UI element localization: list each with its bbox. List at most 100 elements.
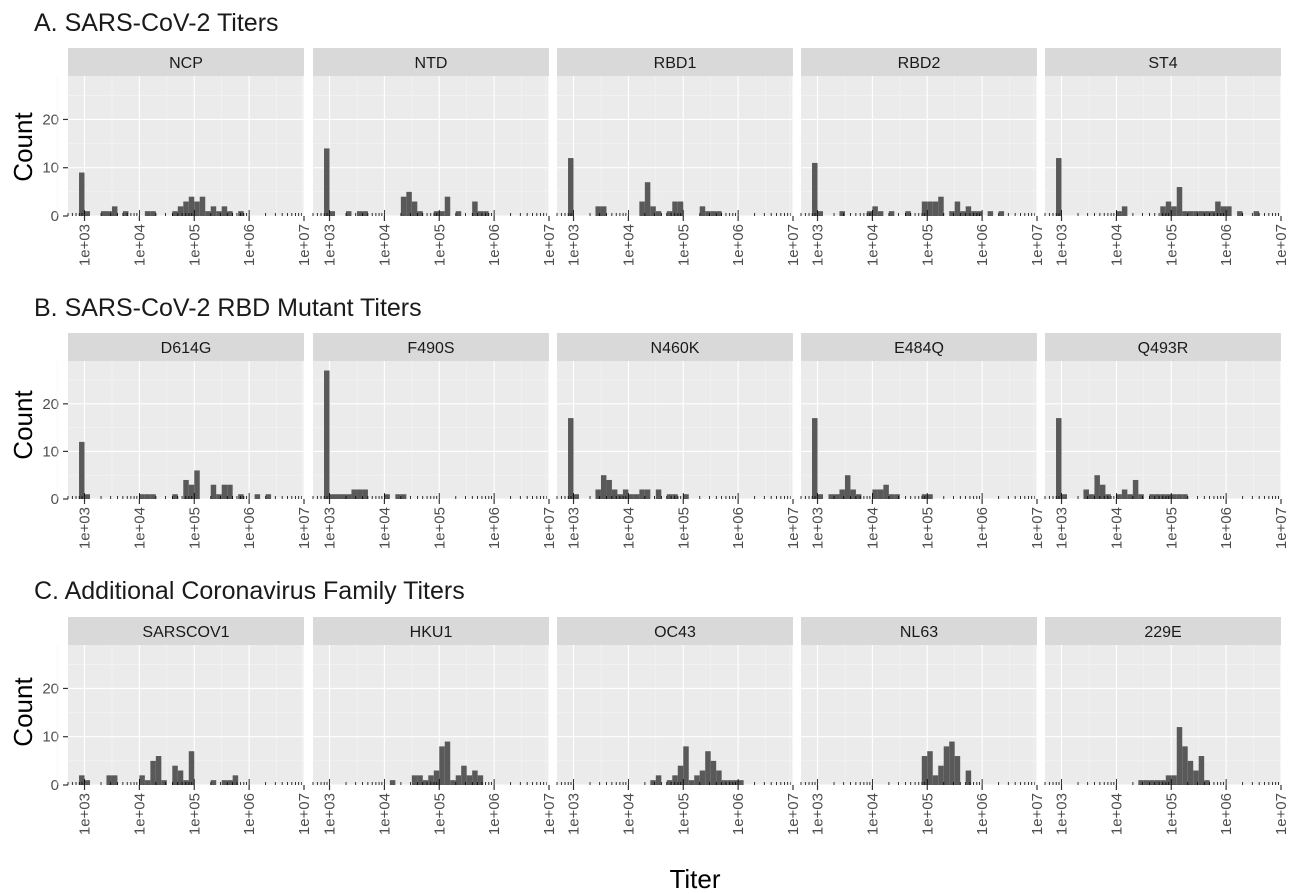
x-tick-label: 1e+06 [730,793,747,835]
x-tick-label: 1e+07 [1029,793,1046,835]
histogram-bar [650,780,656,785]
x-tick-label: 1e+05 [186,507,203,549]
histogram-bar [600,475,607,499]
x-tick-label: 1e+05 [919,507,936,549]
histogram-bar [883,484,889,499]
histogram-bar [439,211,445,216]
x-tick-label: 1e+03 [566,224,583,266]
x-tick-label: 1e+04 [131,224,148,266]
histogram-bar [150,494,156,499]
histogram-bar [411,775,418,785]
facet-strip [313,617,549,645]
histogram-bar [1143,780,1150,785]
histogram-bar [356,211,363,216]
histogram-bar [595,489,601,499]
histogram-bar [400,196,407,216]
histogram-bar [1209,211,1216,216]
histogram-bar [1220,206,1227,216]
histogram-bar [1182,211,1188,216]
histogram-bar [655,775,662,785]
panel-background [557,361,793,499]
histogram-bar [921,756,928,785]
histogram-bar [1094,475,1100,499]
histogram-bar [144,211,151,216]
facet-strip-label: Q493R [1138,340,1189,357]
x-tick-label: 1e+05 [431,224,448,266]
facet-panel-n460k: N460K 1e+03 1e+04 1e+05 1e+06 1e+07 [545,333,802,549]
facet-strip [1045,617,1281,645]
histogram-bar [960,211,966,216]
histogram-bar [954,756,961,785]
x-tick-label: 1e+04 [1108,224,1125,266]
facet-strip-label: OC43 [654,624,696,641]
x-tick-label: 1e+06 [974,224,991,266]
facet-strip [557,48,793,76]
histogram-bar [84,780,91,785]
histogram-bar [710,760,717,785]
x-tick-label: 1e+04 [864,224,881,266]
histogram-bar [872,206,878,216]
histogram-bar [444,196,451,216]
histogram-bar [655,211,662,216]
histogram-bar [812,162,818,216]
histogram-bar [79,775,85,785]
histogram-bar [949,741,955,785]
facet-strip [1045,333,1281,361]
panel-background [801,645,1037,785]
x-tick-label: 1e+05 [186,793,203,835]
facet-strip [313,48,549,76]
facet-strip [801,617,1037,645]
histogram-bar [433,770,440,785]
histogram-bar [611,489,618,499]
histogram-bar [210,206,217,216]
histogram-bar [965,770,972,785]
histogram-bar [324,148,330,216]
x-tick-label: 1e+07 [296,793,313,835]
histogram-bar [828,494,834,499]
panel-background [68,76,304,216]
histogram-bar [1149,780,1155,785]
histogram-bar [683,746,689,785]
histogram-bar [1127,494,1133,499]
histogram-bar [672,775,678,785]
histogram-bar [444,741,451,785]
x-tick-label: 1e+07 [296,224,313,266]
x-tick-label: 1e+05 [431,507,448,549]
histogram-bar [384,494,390,499]
histogram-bar [122,211,129,216]
facet-panel-ncp: NCP 1e+03 1e+04 1e+05 1e+06 1e+07 [56,48,313,266]
y-tick-label: 20 [42,680,59,697]
histogram-bar [932,201,939,216]
facet-strip-label: 229E [1144,624,1181,641]
histogram-bar [477,775,484,785]
histogram-bar [417,211,423,216]
facet-strip-label: ST4 [1148,55,1177,72]
histogram-bar [144,780,151,785]
x-tick-label: 1e+06 [1218,793,1235,835]
histogram-bar [1154,780,1161,785]
x-tick-label: 1e+06 [486,793,503,835]
histogram-bar [177,770,184,785]
histogram-bar [855,494,862,499]
facet-strip-label: HKU1 [410,624,453,641]
facet-panel-ntd: NTD 1e+03 1e+04 1e+05 1e+06 1e+07 [301,48,558,266]
histogram-bar [877,489,884,499]
histogram-bar [1088,494,1095,499]
facet-strip [557,617,793,645]
histogram-bar [1056,418,1062,499]
panel-background [1045,645,1281,785]
facet-strip-label: SARSCOV1 [142,624,229,641]
histogram-bar [210,484,217,499]
histogram-bar [216,211,222,216]
histogram-bar [1116,211,1122,216]
facet-strip-label: NL63 [900,624,938,641]
x-tick-label: 1e+04 [376,224,393,266]
histogram-bar [188,196,195,216]
histogram-bar [183,201,189,216]
x-tick-label: 1e+07 [541,793,558,835]
histogram-bar [644,489,651,499]
histogram-bar [927,494,933,499]
x-tick-label: 1e+06 [486,224,503,266]
x-tick-label: 1e+07 [541,507,558,549]
